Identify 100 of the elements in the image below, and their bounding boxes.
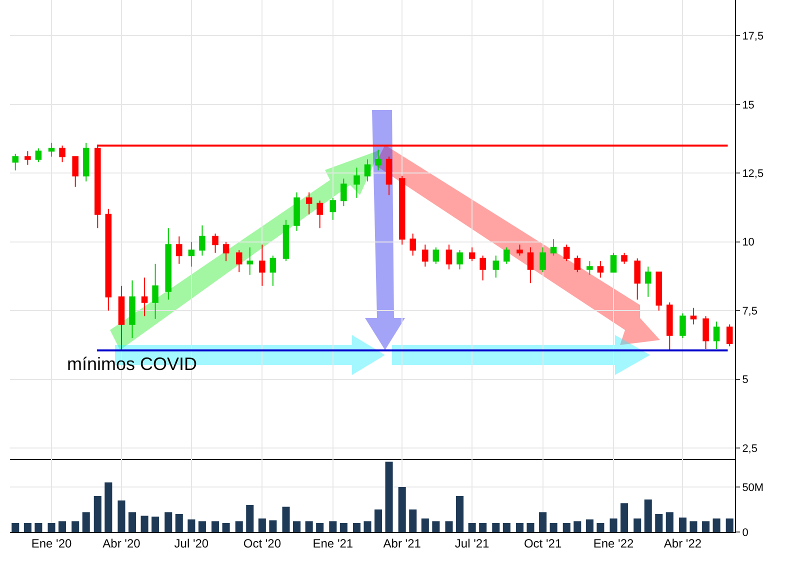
candlestick bbox=[222, 241, 230, 262]
candlestick bbox=[48, 142, 55, 158]
bar bbox=[175, 514, 183, 532]
candlestick bbox=[270, 255, 276, 286]
candlestick bbox=[726, 324, 733, 347]
candlestick bbox=[398, 175, 406, 246]
candlestick bbox=[129, 280, 136, 339]
x-tick-label: Ene '21 bbox=[312, 536, 354, 550]
candlestick bbox=[574, 255, 581, 273]
candlestick bbox=[610, 252, 617, 273]
bar bbox=[352, 522, 361, 532]
bar bbox=[364, 521, 372, 532]
bar bbox=[188, 519, 196, 532]
bar bbox=[634, 518, 642, 532]
candlestick bbox=[316, 200, 323, 229]
candlestick bbox=[480, 255, 486, 281]
bar bbox=[34, 522, 42, 532]
candlestick bbox=[540, 246, 546, 273]
bar bbox=[235, 521, 243, 532]
bar bbox=[644, 500, 652, 532]
candlestick bbox=[199, 224, 206, 256]
y-tick-label: 10 bbox=[742, 236, 754, 249]
candlestick bbox=[12, 153, 19, 171]
candlestick bbox=[422, 244, 428, 268]
bar bbox=[550, 522, 558, 532]
bar bbox=[258, 518, 266, 532]
bar bbox=[329, 521, 337, 532]
bar bbox=[492, 522, 500, 532]
bar bbox=[409, 509, 417, 532]
candlestick bbox=[24, 150, 31, 166]
bar bbox=[48, 522, 56, 532]
candlestick bbox=[563, 244, 570, 262]
candlestick bbox=[152, 263, 158, 320]
bar bbox=[574, 521, 582, 532]
bar bbox=[82, 512, 90, 532]
bar bbox=[666, 512, 674, 532]
candlestick bbox=[72, 156, 78, 188]
bar bbox=[539, 512, 547, 532]
candlestick bbox=[59, 145, 66, 163]
bar bbox=[246, 504, 254, 532]
bar bbox=[222, 522, 230, 532]
bar bbox=[152, 516, 160, 532]
bar bbox=[398, 486, 406, 532]
candlestick bbox=[386, 156, 392, 196]
bar bbox=[445, 521, 453, 532]
bar bbox=[94, 496, 102, 532]
x-tick-label: Jul '21 bbox=[454, 536, 490, 550]
candlestick bbox=[410, 233, 416, 256]
bar bbox=[702, 521, 710, 532]
candlestick bbox=[690, 307, 697, 325]
bar bbox=[340, 522, 348, 532]
bar bbox=[712, 518, 720, 532]
candlestick bbox=[294, 192, 300, 232]
candlestick bbox=[432, 246, 440, 264]
candlestick bbox=[176, 236, 182, 264]
x-tick-label: Abr '21 bbox=[383, 536, 422, 550]
x-tick-label: Oct '21 bbox=[524, 536, 562, 550]
y-tick-label: 50M bbox=[742, 482, 764, 494]
candlestick bbox=[212, 233, 218, 254]
candlestick bbox=[702, 316, 709, 350]
candlestick bbox=[340, 178, 347, 207]
candlestick bbox=[364, 158, 371, 182]
candlestick bbox=[516, 244, 523, 256]
candlestick bbox=[713, 321, 720, 350]
bar bbox=[198, 521, 206, 532]
candlestick bbox=[375, 149, 382, 171]
bar bbox=[269, 520, 277, 532]
bar bbox=[316, 522, 324, 532]
candlestick bbox=[586, 260, 593, 276]
candlestick bbox=[597, 260, 604, 278]
bar bbox=[468, 522, 476, 532]
bar bbox=[678, 518, 686, 532]
candlestick bbox=[105, 208, 112, 312]
candlestick bbox=[634, 258, 640, 300]
bar bbox=[293, 521, 301, 532]
bar bbox=[282, 506, 290, 532]
bar bbox=[526, 522, 534, 532]
bar bbox=[212, 521, 220, 532]
x-tick-label: Abr '20 bbox=[102, 536, 141, 550]
y-tick-label: 15 bbox=[742, 99, 754, 112]
bar bbox=[140, 516, 148, 532]
bar bbox=[620, 503, 628, 532]
candlestick bbox=[492, 255, 500, 278]
candlestick bbox=[644, 266, 652, 298]
bar bbox=[58, 521, 66, 532]
bar bbox=[118, 500, 126, 532]
candlestick bbox=[306, 192, 312, 215]
candlestick bbox=[656, 272, 662, 312]
y-tick-label: 0 bbox=[742, 526, 748, 539]
bar bbox=[516, 522, 524, 532]
bar bbox=[432, 521, 440, 532]
bar bbox=[128, 512, 136, 532]
candlestick bbox=[188, 241, 195, 268]
candlestick bbox=[330, 197, 336, 220]
bar bbox=[479, 522, 487, 532]
bar bbox=[421, 518, 429, 532]
bar bbox=[72, 521, 80, 532]
candlestick bbox=[354, 167, 360, 198]
x-tick-label: Jul '20 bbox=[174, 536, 209, 550]
candlestick bbox=[550, 238, 557, 256]
